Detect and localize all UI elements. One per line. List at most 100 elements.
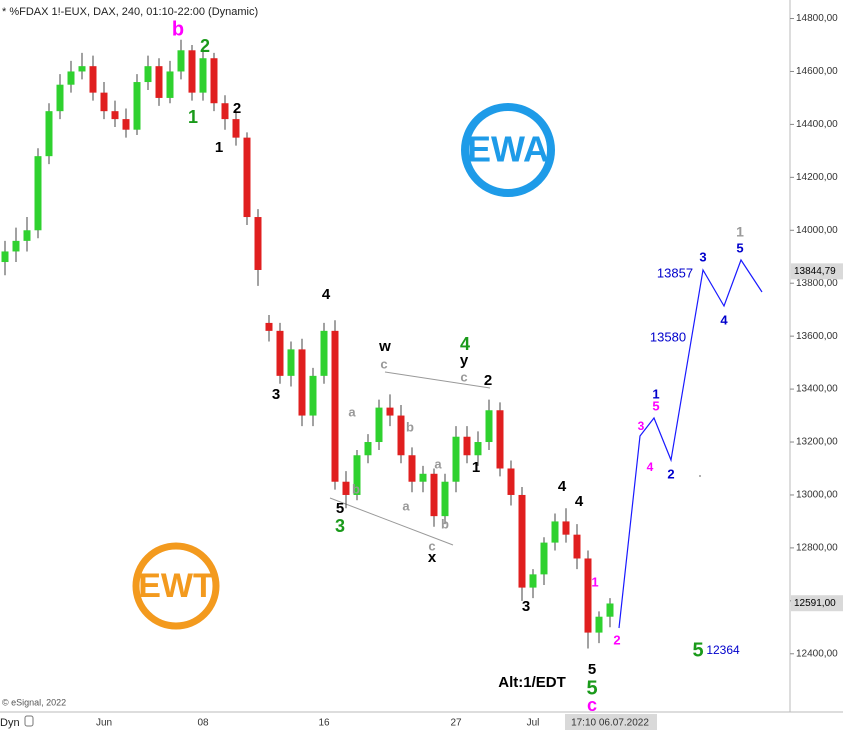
candle-body bbox=[419, 473, 427, 482]
y-tick-label: 14800,00 bbox=[796, 13, 838, 24]
candle-body bbox=[551, 521, 559, 543]
candle-body bbox=[386, 407, 394, 416]
wave-label: 12364 bbox=[706, 643, 740, 657]
projection-path bbox=[618, 258, 763, 629]
wave-label: 3 bbox=[638, 419, 645, 433]
candle-body bbox=[221, 103, 229, 120]
price-marker-label: 12591,00 bbox=[794, 598, 836, 609]
y-tick-label: 14000,00 bbox=[796, 225, 838, 236]
wave-label: 5 bbox=[586, 677, 597, 699]
y-tick-label: 13600,00 bbox=[796, 331, 838, 342]
candle-body bbox=[441, 481, 449, 517]
wave-label: 5 bbox=[336, 500, 344, 517]
candle-body bbox=[188, 50, 196, 93]
candle-body bbox=[342, 481, 350, 495]
candle-body bbox=[584, 558, 592, 633]
candle-body bbox=[276, 330, 284, 376]
lock-icon bbox=[24, 715, 34, 727]
candle-body bbox=[166, 71, 174, 98]
candle-body bbox=[89, 66, 97, 93]
wave-label: a bbox=[348, 404, 356, 419]
y-tick-label: 14600,00 bbox=[796, 66, 838, 77]
wave-label: 1 bbox=[215, 139, 223, 156]
wave-label: 1 bbox=[736, 224, 744, 240]
ewt-logo: EWT bbox=[132, 542, 220, 630]
wave-label: b bbox=[172, 18, 184, 40]
candle-body bbox=[452, 436, 460, 482]
candle-body bbox=[507, 468, 515, 495]
candle-body bbox=[265, 322, 273, 331]
candle-body bbox=[23, 230, 31, 241]
candle-body bbox=[320, 330, 328, 376]
wave-label: 5 bbox=[736, 240, 743, 255]
wave-label: 4 bbox=[558, 478, 567, 495]
wave-label: 2 bbox=[200, 36, 210, 56]
candle-body bbox=[331, 330, 339, 482]
wave-label: 4 bbox=[460, 334, 470, 354]
wave-label: 2 bbox=[233, 100, 241, 117]
candle-body bbox=[529, 574, 537, 588]
ewa-logo: EWA bbox=[461, 103, 555, 197]
candle-body bbox=[56, 84, 64, 112]
wave-label: c bbox=[587, 695, 597, 715]
candle-body bbox=[210, 58, 218, 104]
price-marker-label: 13844,79 bbox=[794, 266, 836, 277]
wave-label: b bbox=[352, 481, 360, 496]
wave-label: 1 bbox=[591, 574, 598, 589]
candle-body bbox=[34, 156, 42, 231]
candle-body bbox=[518, 494, 526, 588]
trend-line bbox=[384, 371, 491, 389]
price-marker bbox=[791, 263, 843, 280]
candle-body bbox=[199, 58, 207, 93]
candle-body bbox=[12, 240, 20, 252]
wave-label: b bbox=[406, 419, 414, 434]
candle-body bbox=[133, 82, 141, 130]
wave-label: 5 bbox=[652, 398, 659, 413]
wave-label: c bbox=[428, 538, 435, 553]
y-tick-label: 14400,00 bbox=[796, 119, 838, 130]
wave-label: 2 bbox=[667, 466, 674, 481]
candle-body bbox=[122, 119, 130, 130]
x-tick-label: 16 bbox=[318, 718, 330, 729]
wave-label: 2 bbox=[613, 632, 620, 647]
wave-label: 5 bbox=[692, 639, 703, 661]
candle-body bbox=[45, 111, 53, 157]
y-tick-label: 14200,00 bbox=[796, 172, 838, 183]
wave-label: 4 bbox=[720, 312, 728, 327]
candle-body bbox=[309, 375, 317, 416]
wave-label: 13857 bbox=[657, 265, 693, 280]
wave-label: w bbox=[378, 338, 391, 355]
candle-body bbox=[540, 542, 548, 575]
wave-label: 5 bbox=[588, 661, 596, 678]
candle-body bbox=[485, 410, 493, 443]
candle-body bbox=[232, 119, 240, 138]
time-marker bbox=[565, 714, 657, 730]
wave-label: 2 bbox=[484, 372, 492, 389]
wave-label: 4 bbox=[575, 493, 584, 510]
candle-body bbox=[298, 349, 306, 416]
candle-body bbox=[408, 455, 416, 482]
wave-label: 1 bbox=[472, 459, 480, 476]
candle-body bbox=[78, 66, 86, 72]
wave-label: b bbox=[441, 516, 449, 531]
wave-label: a bbox=[434, 456, 442, 471]
wave-label: 3 bbox=[699, 249, 706, 264]
candle-body bbox=[144, 66, 152, 83]
footer-tag: Dyn bbox=[0, 717, 20, 729]
wave-label: a bbox=[402, 498, 410, 513]
wave-label: 1 bbox=[652, 386, 659, 401]
candle-body bbox=[177, 50, 185, 72]
dot bbox=[699, 475, 701, 477]
y-tick-label: 12400,00 bbox=[796, 648, 838, 659]
candle-body bbox=[155, 66, 163, 98]
price-marker bbox=[791, 595, 843, 612]
logo-text: EWA bbox=[467, 129, 549, 170]
x-tick-label: Jul bbox=[527, 718, 540, 729]
candle-body bbox=[243, 137, 251, 218]
wave-label: 3 bbox=[335, 516, 345, 536]
y-tick-label: 13000,00 bbox=[796, 490, 838, 501]
y-tick-label: 13400,00 bbox=[796, 384, 838, 395]
y-tick-label: 13200,00 bbox=[796, 437, 838, 448]
candle-body bbox=[430, 473, 438, 517]
